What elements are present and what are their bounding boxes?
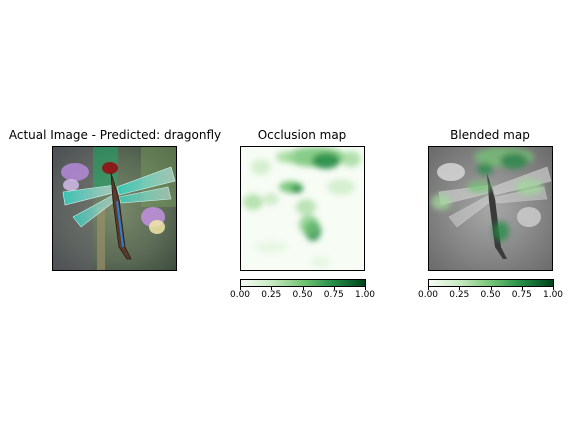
blended-colorbar-tick: [553, 287, 554, 290]
occlusion-heatmap-image: [241, 147, 364, 270]
occlusion-colorbar-tick-label: 1.00: [354, 290, 376, 300]
blended-heatmap-image: [429, 147, 552, 270]
occlusion-colorbar-tick-label: 0.50: [292, 290, 313, 300]
blended-colorbar-tick-label: 1.00: [542, 290, 564, 300]
blended-colorbar: [428, 279, 554, 287]
occlusion-colorbar-tick-label: 0.00: [229, 290, 251, 300]
actual-image: [52, 146, 177, 271]
occlusion-heatmap: [240, 146, 365, 271]
panel-title-blended: Blended map: [450, 128, 530, 142]
blended-colorbar-tick-label: 0.00: [417, 290, 439, 300]
blended-colorbar-tick-label: 0.25: [449, 290, 470, 300]
dragonfly-photo: [53, 147, 176, 270]
blended-colorbar-tick: [490, 287, 492, 290]
blended-colorbar-tick: [428, 287, 429, 290]
blended-colorbar-tick: [459, 287, 461, 290]
blended-heatmap: [428, 146, 553, 271]
occlusion-colorbar-tick: [271, 287, 273, 290]
occlusion-colorbar-tick: [240, 287, 241, 290]
blended-colorbar-tick-label: 0.50: [480, 290, 501, 300]
blended-colorbar-tick: [521, 287, 523, 290]
occlusion-colorbar: [240, 279, 366, 287]
occlusion-colorbar-tick: [365, 287, 366, 290]
occlusion-colorbar-tick: [333, 287, 335, 290]
occlusion-colorbar-tick-label: 0.25: [261, 290, 282, 300]
occlusion-colorbar-tick-label: 0.75: [323, 290, 344, 300]
blended-colorbar-tick-label: 0.75: [511, 290, 532, 300]
panel-title-actual: Actual Image - Predicted: dragonfly: [8, 128, 222, 142]
panel-title-occlusion: Occlusion map: [257, 128, 347, 142]
occlusion-colorbar-tick: [302, 287, 304, 290]
